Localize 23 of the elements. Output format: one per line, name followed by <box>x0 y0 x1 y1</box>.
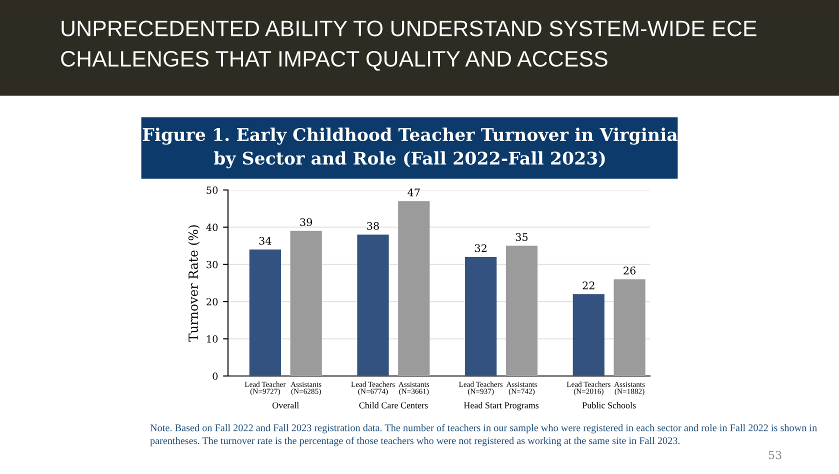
y-tick-label: 40 <box>206 224 218 232</box>
text: Overall <box>272 402 299 408</box>
data-label: 34 <box>259 236 272 245</box>
y-tick-label: 50 <box>206 186 218 194</box>
data-label: 47 <box>408 188 420 196</box>
y-tick-label: 0 <box>212 372 218 380</box>
y-tick-label: 30 <box>206 260 218 268</box>
data-label: 39 <box>300 218 312 226</box>
data-label: 38 <box>367 222 379 230</box>
y-axis-title: Turnover Rate (%) <box>188 225 200 342</box>
chart-title: UNPRECEDENTED ABILITY TO UNDERSTAND SYSTEM-WIDE ECE CHALLENGES THAT IMPACT QUALITY AND ACCESS <box>61 20 756 71</box>
text: Note. Based on Fall 2022 and Fall 2023 registration data. The number of teachers in our sample who were registered in each sector and role in Fall 2022 is shown in parentheses. The turnover rate is the percentage of those teachers who were not registered as working at the same site in Fall 2023. <box>150 424 817 446</box>
text: 53 <box>768 450 782 460</box>
data-label: 26 <box>624 266 636 274</box>
y-tick-label: 20 <box>206 298 218 306</box>
data-label: 22 <box>582 281 594 290</box>
y-tick-label: 10 <box>207 335 218 343</box>
text: Child Care Centers <box>359 402 428 408</box>
text: Head Start Programs <box>464 402 539 410</box>
chart-subtitle: Figure 1. Early Childhood Teacher Turnover in Virginia by Sector and Role (Fall 2022-Fall 2023) <box>142 128 678 168</box>
data-label: 35 <box>516 233 528 242</box>
text: Public Schools <box>582 402 636 408</box>
data-label: 32 <box>474 244 486 252</box>
